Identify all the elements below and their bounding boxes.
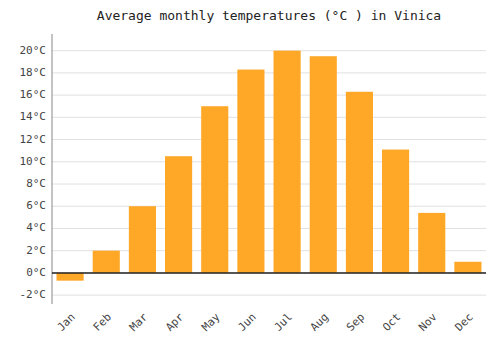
bar [310, 56, 337, 273]
x-tick-label: May [199, 310, 223, 334]
x-tick-label: Dec [452, 311, 475, 334]
y-tick-label: 2°C [26, 244, 46, 257]
title: Average monthly temperatures (°C ) in Vi… [97, 8, 441, 23]
grid-line [52, 272, 486, 273]
grid-line [52, 72, 486, 73]
x-tick-label: Nov [416, 310, 440, 334]
bar [57, 273, 84, 281]
bar [346, 92, 373, 273]
y-tick-label: 14°C [20, 110, 47, 123]
y-tick-label: 20°C [20, 44, 47, 57]
y-ticks: 20°C 18°C 16°C 14°C 12°C 10°C 8°C 6°C 4°C 2°C 0°C -… [20, 44, 47, 301]
y-tick-label: 6°C [26, 199, 46, 212]
grid-line [52, 139, 486, 140]
y-grid [52, 51, 486, 295]
y-tick-label: 10°C [20, 155, 47, 168]
x-ticks: Jan Feb Mar Apr May Jun Jul Aug Sep Oct Nov Dec [55, 310, 476, 334]
x-tick-label: Mar [127, 310, 151, 334]
zero-line [52, 272, 486, 274]
bar [129, 206, 156, 273]
x-tick-label: Jan [55, 311, 78, 334]
bar [165, 156, 192, 273]
bar [418, 213, 445, 273]
x-tick-label: Sep [344, 311, 367, 334]
grid-line [52, 50, 486, 51]
y-tick-label: 8°C [26, 177, 46, 190]
x-tick-label: Oct [380, 311, 403, 334]
bar [201, 106, 228, 273]
grid-line [52, 295, 486, 296]
grid-line [52, 206, 486, 207]
grid-line [52, 161, 486, 162]
grid-line [52, 184, 486, 185]
bar [237, 70, 264, 273]
y-tick-label: 18°C [20, 66, 47, 79]
y-tick-label: -2°C [20, 288, 47, 301]
y-axis-line [52, 34, 53, 304]
x-tick-label: Aug [308, 311, 331, 334]
y-tick-label: 16°C [20, 88, 47, 101]
x-tick-label: Feb [91, 311, 114, 334]
bar [454, 262, 481, 273]
y-tick-label: 0°C [26, 266, 46, 279]
x-tick-label: Apr [163, 310, 187, 334]
x-tick-label: Jul [272, 311, 295, 334]
y-tick-label: 4°C [26, 221, 46, 234]
bar [274, 51, 301, 273]
bar [93, 251, 120, 273]
x-tick-label: Jun [235, 311, 258, 334]
bars [57, 51, 482, 281]
grid-line [52, 95, 486, 96]
grid-line [52, 117, 486, 118]
y-tick-label: 12°C [20, 133, 47, 146]
chart: 20°C 18°C 16°C 14°C 12°C 10°C 8°C 6°C 4°C 2°C 0°C -… [0, 0, 500, 350]
bar [382, 150, 409, 273]
